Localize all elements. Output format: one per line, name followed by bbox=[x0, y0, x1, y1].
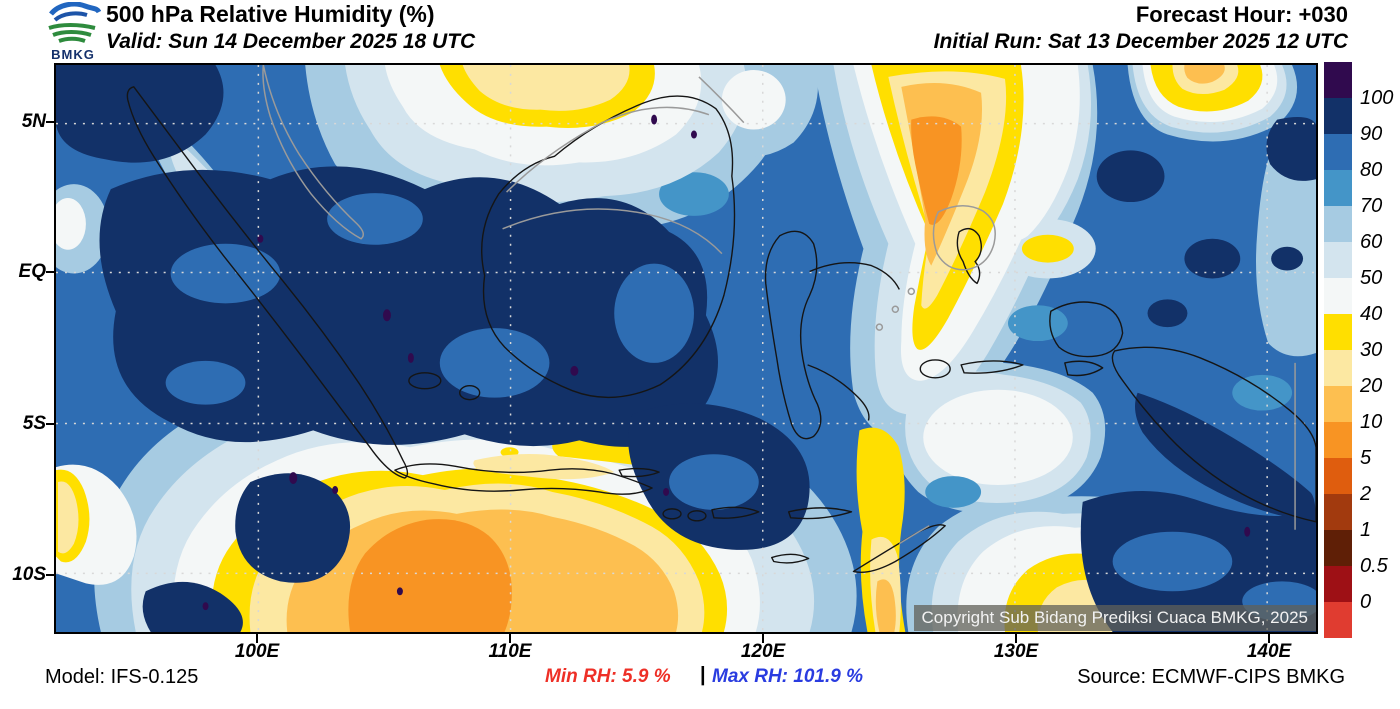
lon-tick-mark bbox=[256, 634, 258, 643]
min-max-separator: | bbox=[700, 664, 706, 686]
forecast-hour-label: Forecast Hour: +030 bbox=[1135, 2, 1348, 27]
valid-time-label: Valid: Sun 14 December 2025 18 UTC bbox=[106, 30, 476, 53]
graticule bbox=[56, 65, 1316, 632]
colorbar-segment bbox=[1324, 350, 1352, 386]
colorbar-segment bbox=[1324, 530, 1352, 566]
initial-run-label: Initial Run: Sat 13 December 2025 12 UTC bbox=[933, 30, 1348, 53]
colorbar-label: 100 bbox=[1360, 87, 1394, 109]
lat-tick-label: 10S bbox=[12, 564, 46, 585]
lon-tick-label: 100E bbox=[234, 641, 280, 662]
colorbar-label: 0 bbox=[1360, 591, 1372, 613]
bmkg-logo: BMKG bbox=[44, 1, 102, 62]
colorbar-segment bbox=[1324, 278, 1352, 314]
lon-tick-mark bbox=[762, 634, 764, 643]
colorbar-segment bbox=[1324, 566, 1352, 602]
colorbar-label: 80 bbox=[1360, 159, 1383, 181]
min-rh-label: Min RH: 5.9 % bbox=[545, 666, 671, 687]
source-label: Source: ECMWF-CIPS BMKG bbox=[1077, 666, 1345, 688]
colorbar-segment bbox=[1324, 62, 1352, 98]
colorbar-label: 20 bbox=[1360, 375, 1383, 397]
colorbar-segment bbox=[1324, 134, 1352, 170]
colorbar-segment bbox=[1324, 170, 1352, 206]
colorbar-label: 90 bbox=[1360, 123, 1383, 145]
lat-tick-label: 5S bbox=[22, 413, 46, 434]
bmkg-logo-icon bbox=[48, 1, 102, 43]
lat-tick-mark bbox=[46, 423, 55, 425]
colorbar-label: 70 bbox=[1360, 195, 1383, 217]
humidity-contour-map bbox=[56, 65, 1316, 632]
colorbar-segment bbox=[1324, 386, 1352, 422]
lon-tick-mark bbox=[1268, 634, 1270, 643]
colorbar-segment bbox=[1324, 602, 1352, 638]
lon-tick-mark bbox=[509, 634, 511, 643]
page-title: 500 hPa Relative Humidity (%) bbox=[106, 1, 435, 27]
model-label: Model: IFS-0.125 bbox=[45, 666, 199, 688]
colorbar-segment bbox=[1324, 494, 1352, 530]
colorbar-segment bbox=[1324, 98, 1352, 134]
lon-tick-label: 120E bbox=[740, 641, 786, 662]
lat-tick-mark bbox=[46, 574, 55, 576]
bmkg-logo-text: BMKG bbox=[51, 47, 95, 62]
lat-tick-label: EQ bbox=[18, 261, 46, 282]
colorbar-label: 2 bbox=[1360, 483, 1372, 505]
max-rh-label: Max RH: 101.9 % bbox=[712, 666, 864, 687]
colorbar-segment bbox=[1324, 242, 1352, 278]
colorbar-segment bbox=[1324, 458, 1352, 494]
coastlines-foreign bbox=[262, 65, 1296, 545]
lon-tick-mark bbox=[1015, 634, 1017, 643]
map-canvas: Copyright Sub Bidang Prediksi Cuaca BMKG… bbox=[54, 63, 1318, 634]
copyright-watermark: Copyright Sub Bidang Prediksi Cuaca BMKG… bbox=[913, 605, 1316, 631]
lon-tick-label: 140E bbox=[1246, 641, 1292, 662]
lat-tick-mark bbox=[46, 121, 55, 123]
colorbar-label: 30 bbox=[1360, 339, 1383, 361]
colorbar-label: 5 bbox=[1360, 447, 1372, 469]
colorbar-segment bbox=[1324, 206, 1352, 242]
colorbar-label: 10 bbox=[1360, 411, 1383, 433]
lon-tick-label: 130E bbox=[993, 641, 1039, 662]
colorbar-label: 40 bbox=[1360, 303, 1383, 325]
colorbar-segment bbox=[1324, 422, 1352, 458]
colorbar-segment bbox=[1324, 314, 1352, 350]
colorbar bbox=[1324, 62, 1352, 638]
coastlines-indonesia bbox=[126, 86, 1316, 573]
lat-tick-label: 5N bbox=[21, 111, 46, 132]
colorbar-label: 0.5 bbox=[1360, 555, 1388, 577]
colorbar-label: 60 bbox=[1360, 231, 1383, 253]
colorbar-label: 1 bbox=[1360, 519, 1372, 541]
lon-tick-label: 110E bbox=[488, 641, 532, 662]
colorbar-label: 50 bbox=[1360, 267, 1383, 289]
lat-tick-mark bbox=[46, 271, 55, 273]
